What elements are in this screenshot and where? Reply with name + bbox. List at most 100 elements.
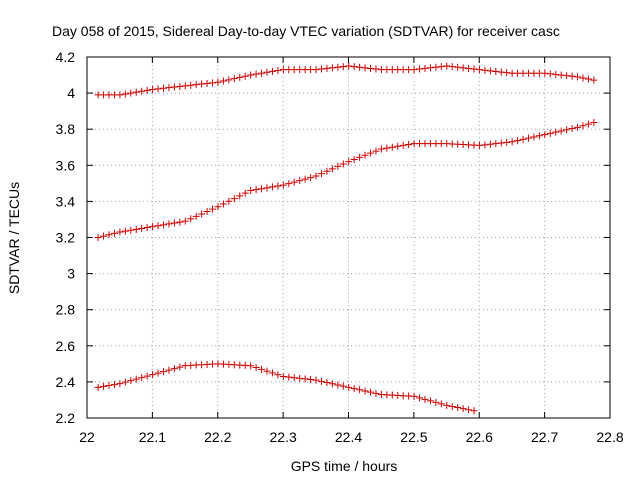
data-point bbox=[481, 141, 489, 149]
data-point bbox=[181, 217, 189, 225]
data-point bbox=[241, 72, 249, 80]
data-point bbox=[274, 182, 282, 190]
data-point bbox=[557, 127, 565, 135]
data-point bbox=[443, 401, 451, 409]
data-point bbox=[187, 215, 195, 223]
data-point bbox=[317, 377, 325, 385]
data-point bbox=[192, 212, 200, 220]
data-point bbox=[350, 63, 358, 71]
data-point bbox=[334, 63, 342, 71]
data-point bbox=[94, 234, 102, 241]
data-point bbox=[268, 369, 276, 377]
data-point bbox=[465, 406, 473, 414]
data-point bbox=[563, 72, 571, 80]
x-tick-label: 22.3 bbox=[270, 429, 297, 445]
x-tick-label: 22.4 bbox=[335, 429, 362, 445]
data-point bbox=[383, 144, 391, 152]
data-point bbox=[307, 376, 315, 384]
data-point bbox=[116, 91, 124, 99]
data-point bbox=[519, 135, 527, 143]
data-point bbox=[165, 84, 173, 92]
data-point bbox=[454, 63, 462, 71]
data-point bbox=[394, 142, 402, 150]
series-layer bbox=[94, 62, 598, 415]
data-point bbox=[530, 133, 538, 141]
data-point bbox=[312, 376, 320, 384]
data-point bbox=[290, 178, 298, 186]
y-tick-label: 3.8 bbox=[56, 121, 76, 137]
data-point bbox=[590, 118, 598, 126]
data-point bbox=[541, 69, 549, 77]
data-point bbox=[100, 232, 108, 240]
data-point bbox=[421, 395, 429, 403]
data-point bbox=[546, 129, 554, 137]
data-point bbox=[159, 221, 167, 229]
y-tick-label: 3.4 bbox=[56, 193, 76, 209]
y-tick-label: 2.8 bbox=[56, 302, 76, 318]
data-point bbox=[339, 160, 347, 168]
data-point bbox=[470, 65, 478, 73]
data-point bbox=[149, 371, 157, 379]
x-tick-label: 22 bbox=[79, 429, 95, 445]
data-point bbox=[579, 122, 587, 130]
data-point bbox=[176, 82, 184, 90]
data-point bbox=[165, 220, 173, 228]
data-point bbox=[100, 382, 108, 390]
data-point bbox=[263, 367, 271, 375]
data-point bbox=[508, 138, 516, 146]
y-tick-label: 4.2 bbox=[56, 49, 76, 65]
data-point bbox=[459, 64, 467, 72]
data-point bbox=[312, 66, 320, 74]
data-point bbox=[345, 62, 353, 70]
data-point bbox=[356, 386, 364, 394]
data-point bbox=[345, 158, 353, 166]
x-tick-label: 22.7 bbox=[531, 429, 558, 445]
data-point bbox=[279, 373, 287, 381]
data-point bbox=[236, 73, 244, 81]
data-point bbox=[574, 73, 582, 81]
data-point bbox=[110, 381, 118, 389]
data-point bbox=[312, 172, 320, 180]
data-point bbox=[121, 227, 129, 235]
data-point bbox=[350, 156, 358, 163]
data-point bbox=[557, 71, 565, 79]
data-point bbox=[317, 170, 325, 178]
data-point bbox=[143, 224, 151, 232]
data-point bbox=[252, 186, 260, 194]
data-point bbox=[187, 81, 195, 89]
data-point bbox=[584, 75, 592, 83]
data-point bbox=[345, 383, 353, 391]
data-point bbox=[524, 134, 532, 142]
data-point bbox=[503, 138, 511, 146]
data-point bbox=[121, 378, 129, 386]
data-point bbox=[350, 385, 358, 393]
data-point bbox=[198, 80, 206, 88]
data-point bbox=[339, 63, 347, 71]
data-point bbox=[416, 65, 424, 73]
y-tick-label: 2.4 bbox=[56, 374, 76, 390]
data-point bbox=[317, 65, 325, 73]
data-point bbox=[203, 79, 211, 87]
data-point bbox=[356, 63, 364, 71]
data-point bbox=[274, 67, 282, 75]
data-point bbox=[252, 70, 260, 78]
data-point bbox=[514, 137, 522, 145]
tick-layer: 22 22.1 22.2 22.3 22.4 22.5 22.6 22.7 22.8 2.2 2.4… bbox=[56, 49, 624, 445]
data-point bbox=[503, 69, 511, 77]
data-point bbox=[176, 218, 184, 226]
data-point bbox=[361, 151, 369, 159]
data-point bbox=[176, 363, 184, 371]
data-point bbox=[307, 174, 315, 182]
data-point bbox=[214, 203, 222, 211]
data-point bbox=[421, 64, 429, 72]
data-point bbox=[497, 139, 505, 147]
y-tick-label: 3 bbox=[67, 266, 75, 282]
data-point bbox=[121, 90, 129, 98]
data-point bbox=[225, 76, 233, 84]
x-tick-label: 22.1 bbox=[139, 429, 166, 445]
data-point bbox=[258, 69, 266, 77]
data-point bbox=[290, 374, 298, 382]
data-point bbox=[432, 398, 440, 406]
data-point bbox=[279, 181, 287, 189]
